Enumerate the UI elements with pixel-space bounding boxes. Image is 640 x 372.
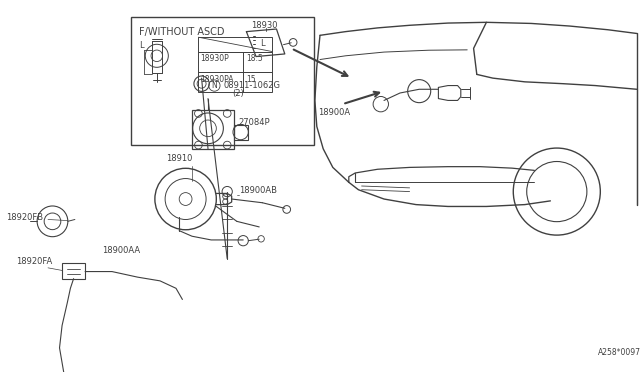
Text: 08911-1062G: 08911-1062G [224,81,281,90]
Text: 18930P: 18930P [200,54,229,64]
Bar [131,17,314,145]
Text: F/WITHOUT ASCD: F/WITHOUT ASCD [139,27,225,37]
Bar [198,37,272,51]
Text: 18920FA: 18920FA [16,257,52,266]
Text: N: N [212,81,217,90]
Text: 18920FB: 18920FB [6,213,44,222]
Text: L: L [260,39,265,48]
Text: 18900AB: 18900AB [239,186,276,195]
Text: 15: 15 [246,75,256,84]
Bar [192,110,234,149]
Text: 18900A: 18900A [318,108,350,117]
Text: 18930: 18930 [252,21,278,30]
Bar [234,125,248,140]
Bar [62,263,85,279]
Text: L: L [139,41,143,50]
Text: 18930PA: 18930PA [200,75,234,84]
Bar [198,51,272,72]
Text: 18900AA: 18900AA [102,246,141,254]
Text: (2): (2) [232,89,244,97]
Text: 18910: 18910 [166,154,193,163]
Bar [198,72,272,92]
Text: 27084P: 27084P [238,118,269,127]
Text: A258*0097: A258*0097 [598,348,640,357]
Text: 18.5: 18.5 [246,54,263,64]
